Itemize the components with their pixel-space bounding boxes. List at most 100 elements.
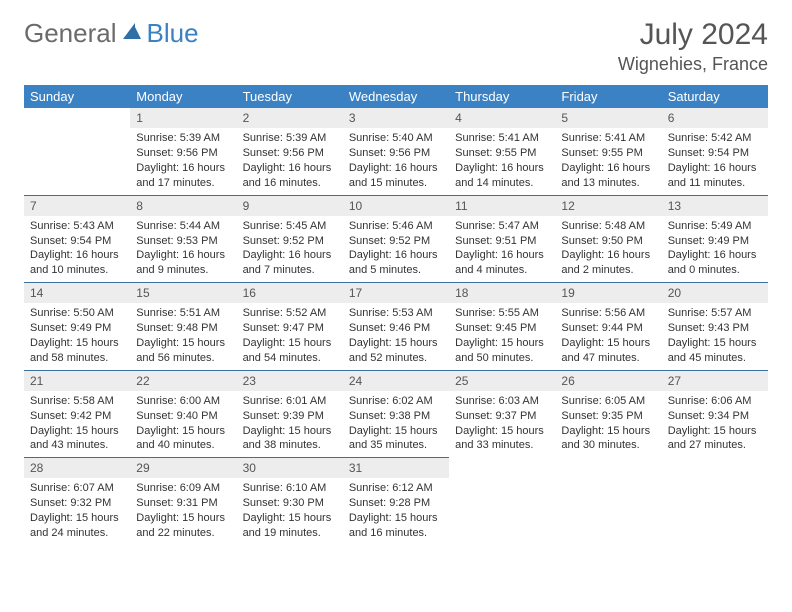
day-body: Sunrise: 5:40 AMSunset: 9:56 PMDaylight:… [343,128,449,194]
day-body: Sunrise: 5:39 AMSunset: 9:56 PMDaylight:… [237,128,343,194]
day-d1: Daylight: 15 hours [561,424,655,439]
day-number: 16 [237,282,343,303]
day-d1: Daylight: 15 hours [349,511,443,526]
day-d1: Daylight: 16 hours [349,248,443,263]
day-body: Sunrise: 6:02 AMSunset: 9:38 PMDaylight:… [343,391,449,457]
day-cell: 21Sunrise: 5:58 AMSunset: 9:42 PMDayligh… [24,370,130,458]
day-number: 22 [130,370,236,391]
logo-text-general: General [24,18,117,49]
day-number: 19 [555,282,661,303]
day-cell: 29Sunrise: 6:09 AMSunset: 9:31 PMDayligh… [130,457,236,545]
day-cell: 5Sunrise: 5:41 AMSunset: 9:55 PMDaylight… [555,108,661,195]
day-sr: Sunrise: 5:51 AM [136,306,230,321]
day-ss: Sunset: 9:51 PM [455,234,549,249]
day-cell: 31Sunrise: 6:12 AMSunset: 9:28 PMDayligh… [343,457,449,545]
day-cell: 11Sunrise: 5:47 AMSunset: 9:51 PMDayligh… [449,195,555,283]
day-cell: 22Sunrise: 6:00 AMSunset: 9:40 PMDayligh… [130,370,236,458]
day-cell: 2Sunrise: 5:39 AMSunset: 9:56 PMDaylight… [237,108,343,195]
day-d2: and 17 minutes. [136,176,230,191]
week-row: 14Sunrise: 5:50 AMSunset: 9:49 PMDayligh… [24,282,768,370]
day-d2: and 10 minutes. [30,263,124,278]
week-row: 1Sunrise: 5:39 AMSunset: 9:56 PMDaylight… [24,108,768,195]
day-d2: and 0 minutes. [668,263,762,278]
day-cell: 18Sunrise: 5:55 AMSunset: 9:45 PMDayligh… [449,282,555,370]
day-body: Sunrise: 6:00 AMSunset: 9:40 PMDaylight:… [130,391,236,457]
day-ss: Sunset: 9:49 PM [30,321,124,336]
day-d1: Daylight: 15 hours [455,336,549,351]
day-cell: 3Sunrise: 5:40 AMSunset: 9:56 PMDaylight… [343,108,449,195]
day-d1: Daylight: 15 hours [136,511,230,526]
day-number: 3 [343,108,449,128]
day-body: Sunrise: 5:47 AMSunset: 9:51 PMDaylight:… [449,216,555,282]
day-cell: 19Sunrise: 5:56 AMSunset: 9:44 PMDayligh… [555,282,661,370]
day-d2: and 15 minutes. [349,176,443,191]
location-label: Wignehies, France [618,54,768,75]
day-body: Sunrise: 6:10 AMSunset: 9:30 PMDaylight:… [237,478,343,544]
day-cell [662,457,768,545]
day-cell: 7Sunrise: 5:43 AMSunset: 9:54 PMDaylight… [24,195,130,283]
day-body: Sunrise: 6:05 AMSunset: 9:35 PMDaylight:… [555,391,661,457]
day-number: 28 [24,457,130,478]
day-number: 27 [662,370,768,391]
day-cell: 4Sunrise: 5:41 AMSunset: 9:55 PMDaylight… [449,108,555,195]
day-ss: Sunset: 9:56 PM [349,146,443,161]
day-d2: and 13 minutes. [561,176,655,191]
dow-wed: Wednesday [343,85,449,108]
day-ss: Sunset: 9:53 PM [136,234,230,249]
day-number: 23 [237,370,343,391]
day-sr: Sunrise: 5:49 AM [668,219,762,234]
day-d2: and 16 minutes. [349,526,443,541]
day-d2: and 5 minutes. [349,263,443,278]
month-title: July 2024 [618,18,768,52]
dow-fri: Friday [555,85,661,108]
day-ss: Sunset: 9:54 PM [30,234,124,249]
day-ss: Sunset: 9:30 PM [243,496,337,511]
calendar-table: Sunday Monday Tuesday Wednesday Thursday… [24,85,768,545]
day-ss: Sunset: 9:28 PM [349,496,443,511]
day-ss: Sunset: 9:50 PM [561,234,655,249]
day-cell: 26Sunrise: 6:05 AMSunset: 9:35 PMDayligh… [555,370,661,458]
day-d2: and 35 minutes. [349,438,443,453]
day-d2: and 16 minutes. [243,176,337,191]
day-body: Sunrise: 5:57 AMSunset: 9:43 PMDaylight:… [662,303,768,369]
day-sr: Sunrise: 6:03 AM [455,394,549,409]
day-cell: 25Sunrise: 6:03 AMSunset: 9:37 PMDayligh… [449,370,555,458]
day-body: Sunrise: 5:46 AMSunset: 9:52 PMDaylight:… [343,216,449,282]
day-number: 5 [555,108,661,128]
day-d1: Daylight: 16 hours [455,248,549,263]
day-sr: Sunrise: 6:09 AM [136,481,230,496]
day-number: 20 [662,282,768,303]
day-ss: Sunset: 9:55 PM [561,146,655,161]
day-ss: Sunset: 9:48 PM [136,321,230,336]
day-d1: Daylight: 16 hours [243,161,337,176]
day-sr: Sunrise: 6:01 AM [243,394,337,409]
title-block: July 2024 Wignehies, France [618,18,768,75]
day-d1: Daylight: 15 hours [668,424,762,439]
day-number: 1 [130,108,236,128]
day-ss: Sunset: 9:40 PM [136,409,230,424]
day-d1: Daylight: 15 hours [30,424,124,439]
day-body: Sunrise: 6:09 AMSunset: 9:31 PMDaylight:… [130,478,236,544]
day-ss: Sunset: 9:31 PM [136,496,230,511]
day-ss: Sunset: 9:45 PM [455,321,549,336]
day-cell [555,457,661,545]
day-d2: and 27 minutes. [668,438,762,453]
day-d1: Daylight: 16 hours [136,161,230,176]
day-number: 4 [449,108,555,128]
day-sr: Sunrise: 6:12 AM [349,481,443,496]
day-body: Sunrise: 5:39 AMSunset: 9:56 PMDaylight:… [130,128,236,194]
day-body: Sunrise: 5:48 AMSunset: 9:50 PMDaylight:… [555,216,661,282]
day-sr: Sunrise: 6:02 AM [349,394,443,409]
day-d2: and 7 minutes. [243,263,337,278]
day-body: Sunrise: 6:03 AMSunset: 9:37 PMDaylight:… [449,391,555,457]
day-cell: 16Sunrise: 5:52 AMSunset: 9:47 PMDayligh… [237,282,343,370]
day-ss: Sunset: 9:44 PM [561,321,655,336]
day-d1: Daylight: 15 hours [243,511,337,526]
day-cell: 27Sunrise: 6:06 AMSunset: 9:34 PMDayligh… [662,370,768,458]
header: General Blue July 2024 Wignehies, France [24,18,768,75]
day-d1: Daylight: 15 hours [349,336,443,351]
day-sr: Sunrise: 5:39 AM [243,131,337,146]
day-ss: Sunset: 9:32 PM [30,496,124,511]
day-body: Sunrise: 5:41 AMSunset: 9:55 PMDaylight:… [555,128,661,194]
day-cell: 15Sunrise: 5:51 AMSunset: 9:48 PMDayligh… [130,282,236,370]
